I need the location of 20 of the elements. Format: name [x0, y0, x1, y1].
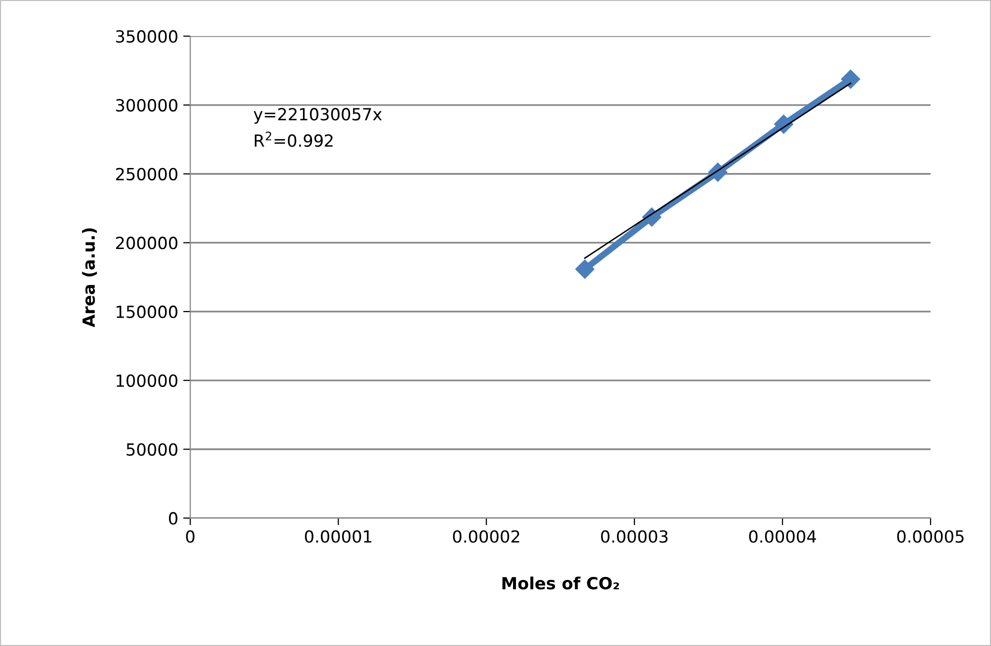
x-axis-title: Moles of CO₂ — [502, 576, 619, 590]
x-tick-label: 0.00001 — [304, 530, 372, 543]
y-axis-title: Area (a.u.) — [82, 228, 97, 328]
y-tick-label: 50000 — [126, 443, 178, 456]
point — [575, 260, 594, 279]
y-tick-label: 200000 — [116, 236, 178, 250]
y-tick-label: 0 — [168, 512, 178, 525]
y-tick-label: 100000 — [116, 374, 178, 387]
y-tick-label: 300000 — [116, 98, 178, 112]
x-tick-label: 0.00002 — [453, 530, 520, 543]
x-tick-label: 0 — [186, 530, 194, 543]
point — [841, 70, 860, 89]
annotation: R$^{2}$=0.992 — [254, 132, 333, 147]
x-tick-label: 0.00003 — [601, 530, 668, 543]
x-tick-label: 0.00004 — [749, 530, 816, 543]
x-tick-label: 0.00005 — [897, 530, 964, 543]
annotation: y=221030057x — [254, 108, 382, 124]
y-tick-label: 350000 — [116, 30, 178, 43]
y-tick-label: 150000 — [116, 306, 178, 318]
y-tick-label: 250000 — [116, 168, 178, 180]
